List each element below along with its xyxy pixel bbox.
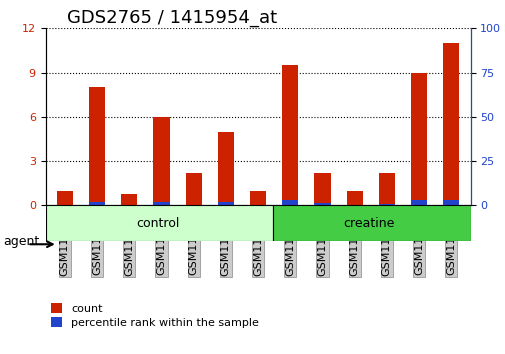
Bar [217,202,233,205]
Bar [185,173,201,205]
Bar [314,203,330,205]
Bar [45,205,272,241]
Bar [121,194,137,205]
Bar [410,200,426,205]
Bar [249,190,266,205]
Bar [314,173,330,205]
Bar [272,205,470,241]
Bar [89,87,105,205]
Bar [282,200,298,205]
Bar [378,173,394,205]
Text: control: control [136,217,180,229]
Bar [57,190,73,205]
Bar [153,117,169,205]
Bar [217,132,233,205]
Text: creatine: creatine [343,217,394,229]
Bar [442,43,459,205]
Text: GDS2765 / 1415954_at: GDS2765 / 1415954_at [67,9,276,27]
Text: agent: agent [3,235,39,248]
Bar [282,65,298,205]
Bar [442,200,459,205]
Bar [89,202,105,205]
Bar [346,190,362,205]
Bar [410,73,426,205]
Legend: count, percentile rank within the sample: count, percentile rank within the sample [51,303,259,328]
Bar [153,202,169,205]
